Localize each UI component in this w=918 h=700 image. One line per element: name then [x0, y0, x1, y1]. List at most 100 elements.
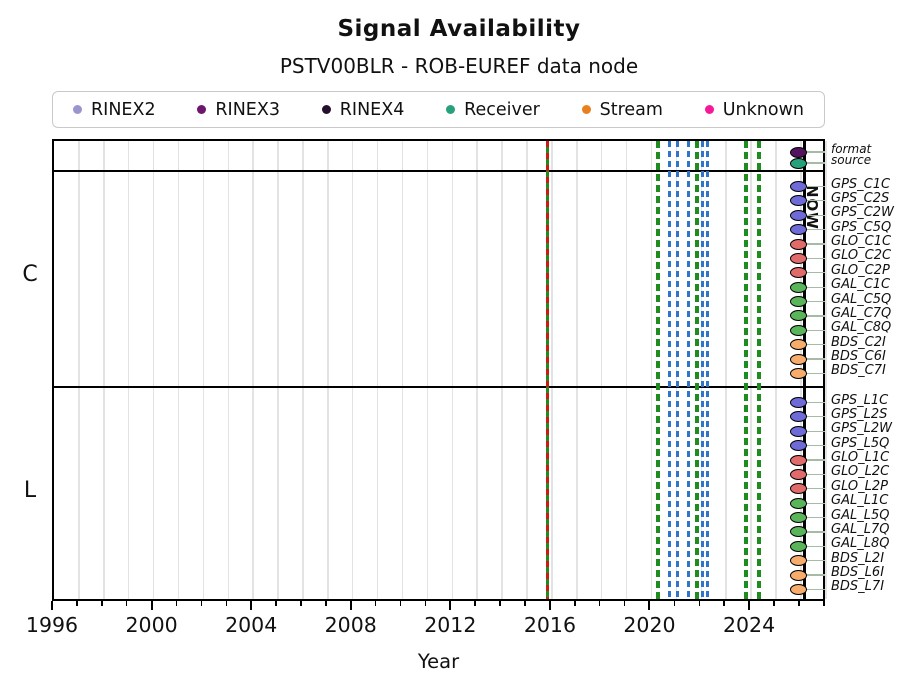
band-separator — [54, 386, 823, 388]
legend-marker-icon — [73, 105, 82, 114]
x-minor-tick — [773, 601, 775, 606]
x-major-tick — [349, 601, 352, 610]
x-minor-tick — [723, 601, 725, 606]
row-leader-line — [798, 229, 825, 231]
x-minor-tick — [623, 601, 626, 606]
x-minor-tick — [524, 601, 526, 606]
availability-marker-bds_c2i — [789, 339, 807, 351]
legend-marker-icon — [446, 105, 456, 114]
chart-subtitle: PSTV00BLR - ROB-EUREF data node — [279, 54, 639, 78]
row-label-bds_c6i: BDS_C6I — [831, 349, 886, 365]
availability-marker-bds_l7i — [789, 583, 807, 595]
x-tick-label: 1996 — [25, 613, 79, 637]
availability-marker-glo_c2c — [789, 252, 807, 264]
row-label-gps_l5q: GPS_L5Q — [831, 435, 890, 451]
availability-marker-gps_c2s — [789, 195, 807, 207]
year-gridline — [227, 141, 230, 599]
year-gridline — [526, 141, 528, 599]
row-leader-line — [798, 545, 825, 547]
availability-marker-gal_c7q — [789, 310, 807, 322]
availability-marker-glo_c1c — [789, 238, 807, 250]
row-leader-line — [798, 430, 825, 432]
year-gridline — [551, 141, 553, 599]
availability-marker-bds_c6i — [789, 353, 807, 365]
row-label-glo_l1c: GLO_L1C — [831, 450, 890, 466]
legend-item-unknown: Unknown — [704, 99, 804, 120]
year-gridline — [152, 141, 155, 599]
x-major-tick — [748, 601, 751, 610]
row-label-gal_c5q: GAL_C5Q — [831, 291, 892, 307]
legend-item-rinex2: RINEX2 — [73, 100, 156, 120]
x-tick-label: 2016 — [523, 613, 576, 637]
year-gridline — [177, 141, 180, 599]
row-label-format: format — [831, 142, 872, 156]
row-label-gps_c1c: GPS_C1C — [831, 176, 891, 192]
x-major-tick — [51, 601, 53, 610]
legend-label: Receiver — [464, 99, 540, 120]
event-line — [695, 141, 700, 599]
event-line-overlay — [545, 141, 550, 599]
plot-area: NOW — [52, 139, 827, 601]
x-tick-label: 2020 — [623, 613, 676, 637]
row-label-bds_c2i: BDS_C2I — [831, 334, 886, 350]
legend: RINEX2 RINEX3 RINEX4 Receiver Stream Unknown — [52, 91, 825, 128]
row-label-gal_c7q: GAL_C7Q — [831, 305, 892, 321]
x-minor-tick — [275, 601, 277, 606]
legend-label: Unknown — [722, 99, 804, 120]
row-leader-line — [798, 574, 825, 576]
availability-marker-gal_l7q — [789, 526, 807, 538]
availability-marker-gal_l1c — [789, 497, 807, 509]
row-label-gps_c2w: GPS_C2W — [831, 205, 894, 221]
availability-marker-gps_l2w — [789, 425, 807, 437]
x-minor-tick — [798, 601, 800, 606]
availability-marker-bds_c7i — [789, 367, 807, 379]
year-gridline — [825, 141, 827, 599]
legend-marker-icon — [197, 105, 207, 114]
event-line — [743, 141, 748, 599]
legend-label: Stream — [599, 99, 663, 120]
x-minor-tick — [300, 601, 302, 606]
row-leader-line — [798, 372, 825, 375]
year-gridline — [600, 141, 603, 599]
x-minor-tick — [574, 601, 576, 606]
legend-item-rinex4: RINEX4 — [321, 100, 404, 120]
year-gridline — [775, 141, 777, 599]
legend-item-rinex3: RINEX3 — [197, 100, 280, 120]
legend-label: RINEX2 — [91, 99, 156, 120]
availability-marker-gps_l2s — [789, 411, 807, 423]
row-label-gal_l7q: GAL_L7Q — [831, 521, 890, 537]
x-minor-tick — [698, 601, 701, 606]
x-minor-tick — [673, 601, 676, 606]
year-gridline — [625, 141, 628, 599]
year-gridline — [202, 141, 205, 599]
legend-label: RINEX3 — [215, 99, 280, 120]
availability-marker-gps_c5q — [789, 224, 807, 236]
row-leader-line — [798, 315, 825, 317]
x-tick-label: 2024 — [722, 613, 776, 637]
year-gridline — [650, 141, 653, 599]
year-gridline — [451, 141, 454, 599]
event-line — [667, 141, 671, 599]
row-leader-line — [798, 531, 825, 533]
row-label-gal_c8q: GAL_C8Q — [831, 320, 892, 336]
row-label-gps_c5q: GPS_C5Q — [831, 219, 892, 235]
year-gridline — [476, 141, 478, 599]
availability-marker-gal_c8q — [789, 324, 807, 336]
year-gridline — [351, 141, 354, 599]
row-label-glo_l2p: GLO_L2P — [831, 478, 889, 494]
year-gridline — [426, 141, 429, 599]
availability-marker-gps_c2w — [789, 209, 807, 221]
row-leader-line — [798, 502, 825, 504]
x-major-tick — [648, 601, 651, 610]
x-minor-tick — [101, 601, 103, 606]
availability-marker-glo_l2c — [789, 468, 807, 480]
availability-marker-format — [789, 146, 807, 158]
availability-marker-bds_l2i — [789, 555, 807, 567]
x-axis-title: Year — [417, 650, 460, 673]
row-leader-line — [798, 162, 825, 164]
x-tick-label: 2004 — [225, 613, 278, 637]
row-leader-line — [798, 286, 825, 288]
year-gridline — [327, 141, 329, 599]
row-label-bds_l6i: BDS_L6I — [831, 565, 885, 581]
